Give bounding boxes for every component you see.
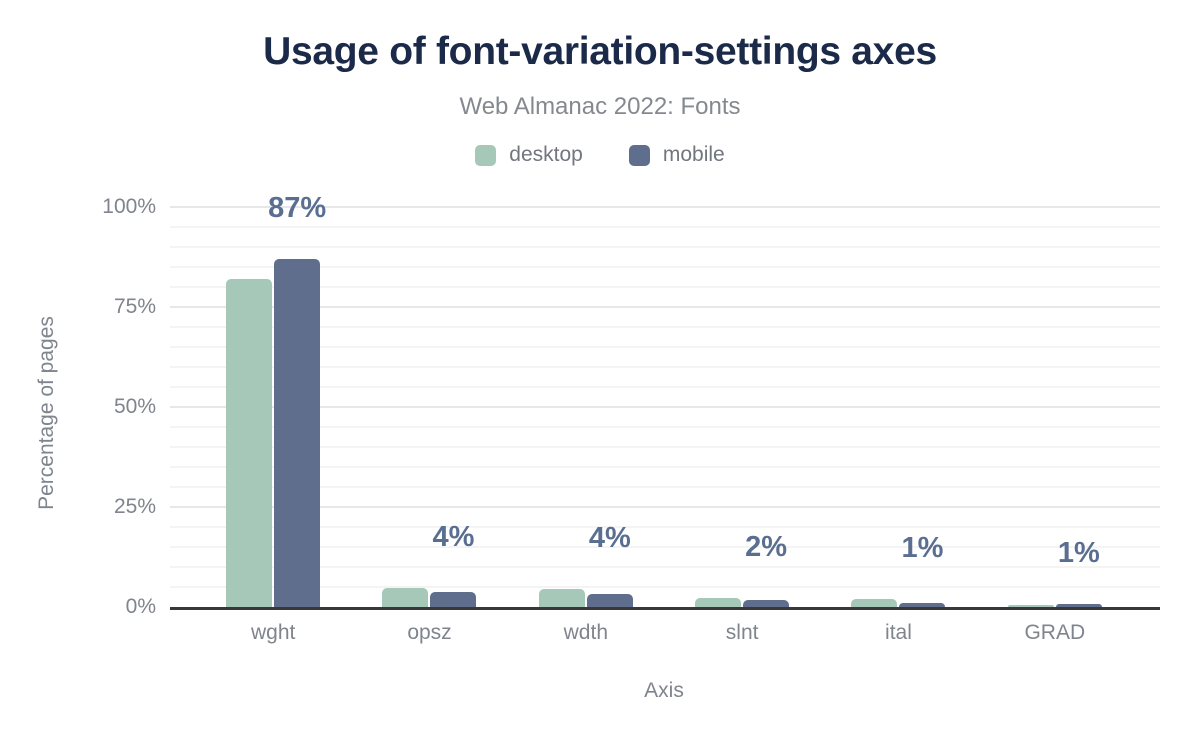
category-label-GRAD: GRAD (1024, 621, 1086, 644)
legend: desktop mobile (0, 143, 1200, 167)
legend-label: desktop (509, 143, 583, 166)
gridline-minor (170, 486, 1160, 488)
bar-group-slnt: 2% slnt (664, 207, 820, 644)
bar-group-ital: 1% ital (820, 207, 976, 644)
y-tick-label: 100% (102, 195, 156, 218)
y-tick-label: 25% (113, 495, 156, 518)
plot-bands: 87% wght 4% opsz 4% wdth 2% slnt 1% ital 1% GRAD (195, 192, 1133, 644)
bar-desktop-wght (226, 279, 273, 607)
chart-subtitle: Web Almanac 2022: Fonts (459, 93, 741, 120)
bar-desktop-GRAD (1007, 604, 1054, 607)
y-tick-label: 50% (113, 395, 156, 418)
bar-mobile-wdth (586, 594, 633, 607)
category-label-slnt: slnt (725, 621, 759, 644)
legend-item-desktop: desktop (475, 143, 583, 167)
gridline-minor (170, 226, 1160, 228)
category-label-ital: ital (885, 621, 912, 644)
gridline-major (170, 306, 1160, 308)
category-label-opsz: opsz (407, 621, 452, 644)
bar-group-opsz: 4% opsz (351, 207, 507, 644)
legend-swatch-desktop (475, 144, 497, 166)
bar-mobile-ital (899, 603, 946, 607)
category-label-wght: wght (250, 621, 296, 644)
gridline-major (170, 406, 1160, 408)
chart-title: Usage of font-variation-settings axes (263, 30, 937, 73)
gridline-minor (170, 426, 1160, 428)
legend-item-mobile: mobile (628, 143, 725, 167)
gridline-minor (170, 446, 1160, 448)
legend-swatch-mobile (628, 144, 650, 166)
gridline-major (170, 206, 1160, 208)
gridline-minor (170, 546, 1160, 548)
gridline-minor (170, 386, 1160, 388)
category-label-wdth: wdth (563, 621, 608, 644)
bar-mobile-opsz (430, 591, 477, 607)
legend-label: mobile (662, 143, 725, 166)
value-label-ital: 1% (901, 532, 944, 564)
bar-group-GRAD: 1% GRAD (977, 207, 1133, 644)
gridline-minor (170, 286, 1160, 288)
gridline-minor (170, 526, 1160, 528)
value-label-slnt: 2% (745, 530, 788, 563)
bar-desktop-opsz (382, 587, 429, 607)
bar-desktop-slnt (695, 597, 742, 607)
bar-desktop-ital (851, 599, 898, 607)
bar-mobile-slnt (743, 599, 790, 607)
y-tick-label: 75% (113, 295, 156, 318)
value-label-wdth: 4% (588, 522, 631, 555)
gridline-minor (170, 566, 1160, 568)
y-tick-labels: 100% 75% 50% 25% 0% (0, 195, 156, 618)
bar-mobile-GRAD (1055, 604, 1102, 607)
bar-group-wght: 87% wght (195, 192, 351, 644)
gridline-major (170, 506, 1160, 508)
bar-pair (820, 207, 976, 607)
gridline-minor (170, 246, 1160, 248)
value-label-opsz: 4% (432, 520, 475, 553)
value-label-wght: 87% (268, 192, 327, 224)
plot-area: 87% wght 4% opsz 4% wdth 2% slnt 1% ital 1% GRAD (170, 192, 1160, 644)
bar-pair (508, 207, 664, 607)
gridline-minor (170, 346, 1160, 348)
bar-pair (195, 207, 351, 607)
bar-mobile-wght (274, 259, 321, 607)
x-axis-title: Axis (644, 679, 684, 702)
y-tick-label: 0% (125, 595, 156, 618)
bar-group-wdth: 4% wdth (508, 207, 664, 644)
bar-pair (977, 207, 1133, 607)
gridline-minor (170, 266, 1160, 268)
bar-pair (664, 207, 820, 607)
gridline-minor (170, 586, 1160, 588)
value-label-GRAD: 1% (1057, 537, 1100, 570)
gridline-minor (170, 466, 1160, 468)
bar-pair (351, 207, 507, 607)
gridline-minor (170, 366, 1160, 368)
gridline-minor (170, 326, 1160, 328)
bar-desktop-wdth (538, 589, 585, 607)
